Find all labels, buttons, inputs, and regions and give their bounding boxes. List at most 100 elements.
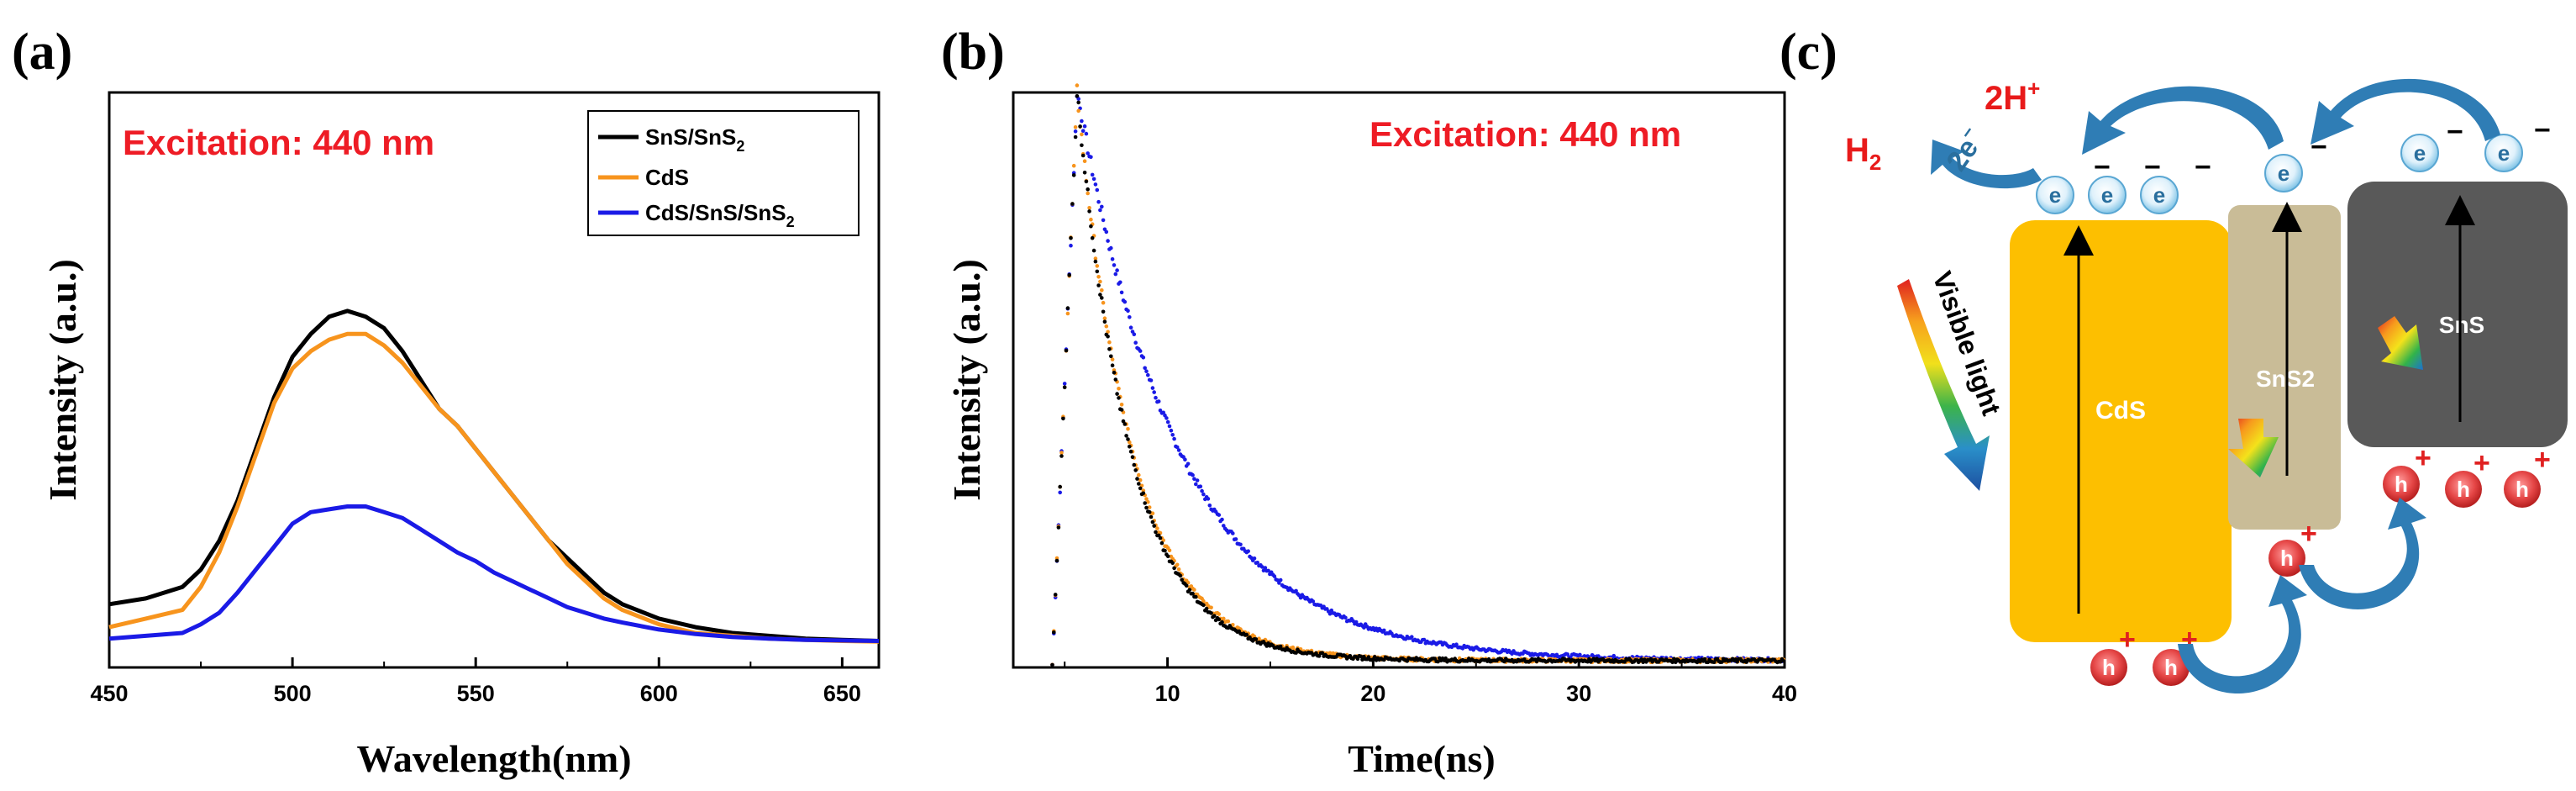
plot-b-data-point <box>1204 606 1209 611</box>
plot-b-data-point <box>1128 325 1133 330</box>
plot-b-data-point <box>1096 275 1101 279</box>
plot-b-data-point <box>1095 269 1100 274</box>
plot-b-data-point <box>1096 199 1101 204</box>
plot-b-data-point <box>1191 591 1195 596</box>
sns-block <box>2347 182 2568 447</box>
plot-b-data-point <box>1327 611 1333 616</box>
electron-icon <box>2400 134 2439 172</box>
plot-b-data-point <box>1075 94 1080 98</box>
plot-b-data-point <box>1209 605 1213 610</box>
hole-symbol: h <box>2102 655 2116 680</box>
plot-b-data-point <box>1117 387 1121 391</box>
plot-b-data-point <box>1121 419 1126 424</box>
plot-b-data-point <box>1128 449 1133 454</box>
plot-b-data-point <box>1101 218 1106 223</box>
plot-b-data-point <box>1064 348 1069 353</box>
cds-label: CdS <box>2095 397 2146 425</box>
plot-b-data-point <box>1185 461 1191 467</box>
plot-b-data-point <box>1192 588 1196 592</box>
plot-b-data-point <box>1102 316 1107 321</box>
plot-b-data-point <box>1082 171 1087 175</box>
plot-b-data-point <box>1090 172 1095 177</box>
plot-b-data-point <box>1106 239 1110 243</box>
plot-b-data-point <box>1222 616 1226 621</box>
plot-b-data-point <box>1089 217 1093 222</box>
plot-b-data-point <box>1130 455 1135 459</box>
hole-transfer-arrow-sns2-to-sns-icon <box>2299 498 2426 609</box>
plot-b-data-point <box>1124 434 1128 438</box>
hole-icon <box>2153 649 2190 686</box>
plot-b-data-point <box>1206 497 1211 501</box>
h2-label: H2 <box>1845 132 1881 175</box>
plot-b-data-point <box>1246 549 1250 553</box>
electron-minus-sign: − <box>2144 151 2161 183</box>
hole-symbol: h <box>2280 546 2294 571</box>
plot-b-data-point <box>1161 410 1165 415</box>
plot-b-data-point <box>1244 632 1249 637</box>
plot-b-data-point <box>1137 472 1141 477</box>
plot-b-data-point <box>1231 531 1235 535</box>
plot-b-data-point <box>1226 619 1231 624</box>
plot-b-data-point <box>1102 319 1107 324</box>
plot-b-data-point <box>1146 372 1150 377</box>
plot-b-data-point <box>1095 187 1100 192</box>
plot-b-data-point <box>1172 566 1176 571</box>
plot-a-x-ticks: 450 500 550 600 650 <box>90 657 861 706</box>
plot-b-data-point <box>1502 659 1506 664</box>
plot-b-data-point <box>1144 369 1149 374</box>
electron-symbol: e <box>2049 182 2061 208</box>
plot-b-data-point <box>1100 296 1104 300</box>
plot-b-data-point <box>1113 377 1118 382</box>
hole-symbol: h <box>2164 655 2178 680</box>
plot-b-data-point <box>1201 603 1206 608</box>
hole-plus-sign: + <box>2119 624 2136 656</box>
electron-icon <box>2140 176 2179 214</box>
plot-a-excitation-annotation: Excitation: 440 nm <box>123 123 434 162</box>
plot-b-data-point <box>1578 652 1582 657</box>
plot-b-data-point <box>1294 588 1298 593</box>
plot-b-data-point <box>1231 623 1235 627</box>
plot-b-data-point <box>1720 660 1724 664</box>
plot-b-data-point <box>1058 490 1062 495</box>
plot-b-data-point <box>1595 657 1599 661</box>
plot-b-data-point <box>1298 595 1303 600</box>
electrons-cds: e e e − − − <box>2036 151 2211 214</box>
plot-b-x-tick-label: 10 <box>1155 681 1180 706</box>
plot-b-data-point <box>1141 491 1146 496</box>
plot-b-data-point <box>1255 561 1259 565</box>
electron-minus-sign: − <box>2094 151 2111 183</box>
plot-b-data-point <box>1082 159 1087 163</box>
plot-a-x-tick-label: 450 <box>90 681 128 706</box>
plot-a-y-axis-title: Intensity (a.u.) <box>41 259 84 501</box>
sns-label: SnS <box>2439 312 2484 338</box>
plot-b-data-point <box>1143 366 1147 371</box>
plot-b-data-point <box>1320 651 1325 656</box>
plot-b-data-point <box>1156 399 1161 403</box>
plot-b-data-point <box>1172 436 1176 441</box>
plot-b-x-tick-label: 20 <box>1360 681 1385 706</box>
plot-b-data-point <box>1135 477 1139 481</box>
holes-sns2: h + <box>2268 518 2317 577</box>
plot-b-data-point <box>1510 651 1514 657</box>
visible-light-arrow-icon <box>1897 279 1990 491</box>
plot-b-data-point <box>1107 347 1112 351</box>
plot-b-data-point <box>1372 655 1377 659</box>
plot-b-data-point <box>1155 526 1159 530</box>
plot-b-data-point <box>1422 637 1427 642</box>
plot-b-data-point <box>1098 208 1102 213</box>
plot-b-data-point <box>1084 179 1089 184</box>
plot-b-data-point <box>1138 477 1143 483</box>
panel-c-band-diagram: (c) CdS SnS2 SnS Visible light e e e − −… <box>1780 24 2568 694</box>
plot-b-data-point <box>1132 462 1137 467</box>
plot-b-data-point <box>1069 235 1073 240</box>
plot-b-y-axis-title: Intensity (a.u.) <box>945 259 988 501</box>
plot-b-data-point <box>1070 202 1075 206</box>
plot-b-data-point <box>1220 620 1224 625</box>
plot-b-data-point <box>1201 599 1206 604</box>
plot-b-data-point <box>1217 617 1222 622</box>
plot-b-data-point <box>1222 524 1226 528</box>
panel-b: (b) 10 20 30 40 Excitation: 440 nm Time(ns)… <box>941 24 1797 780</box>
plot-b-data-point <box>1152 524 1156 528</box>
plot-b-data-point <box>1080 119 1084 124</box>
